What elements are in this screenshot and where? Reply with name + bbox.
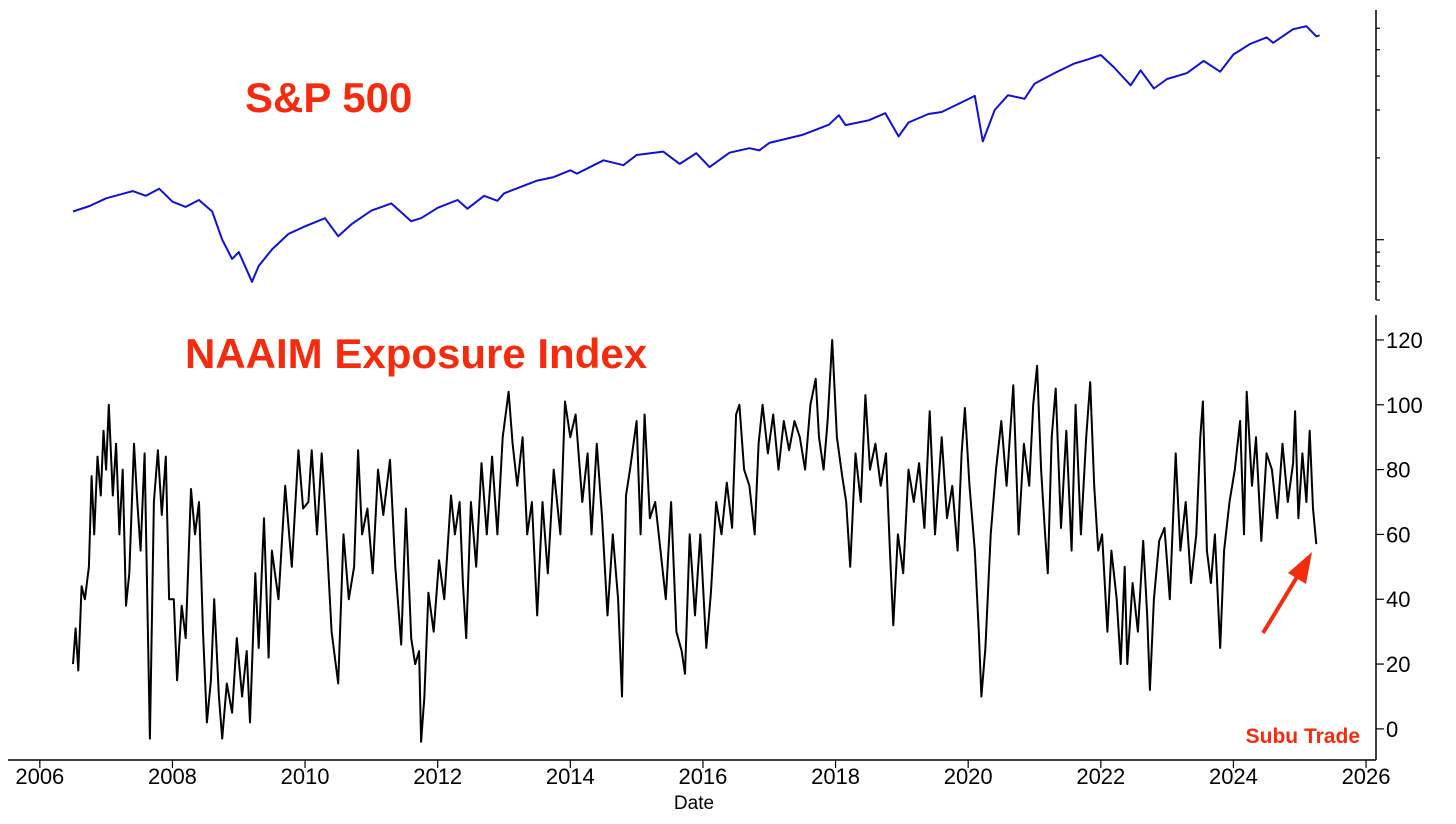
- x-tick-label: 2010: [281, 764, 330, 789]
- y-tick-label: 0: [1386, 717, 1398, 742]
- x-tick-label: 2024: [1209, 764, 1258, 789]
- x-tick-label: 2006: [15, 764, 64, 789]
- x-tick-label: 2026: [1342, 764, 1391, 789]
- y-tick-label: 100: [1386, 393, 1423, 418]
- x-tick-label: 2018: [811, 764, 860, 789]
- x-tick-label: 2016: [678, 764, 727, 789]
- y-tick-label: 80: [1386, 458, 1410, 483]
- annotation: Subu Trade: [1246, 725, 1360, 748]
- arrow: [1261, 552, 1312, 635]
- x-tick-label: 2014: [546, 764, 595, 789]
- x-tick-label: 2008: [148, 764, 197, 789]
- y-tick-label: 60: [1386, 522, 1410, 547]
- naaim-title: NAAIM Exposure Index: [185, 330, 648, 377]
- y-tick-label: 120: [1386, 328, 1423, 353]
- x-axis-label: Date: [674, 793, 714, 814]
- x-tick-label: 2012: [413, 764, 462, 789]
- x-tick-label: 2020: [944, 764, 993, 789]
- y-tick-label: 40: [1386, 587, 1410, 612]
- line: [72, 339, 1318, 743]
- line: [72, 25, 1320, 283]
- y-tick-label: 20: [1386, 652, 1410, 677]
- x-tick-label: 2022: [1076, 764, 1125, 789]
- sp500-title: S&P 500: [245, 74, 412, 121]
